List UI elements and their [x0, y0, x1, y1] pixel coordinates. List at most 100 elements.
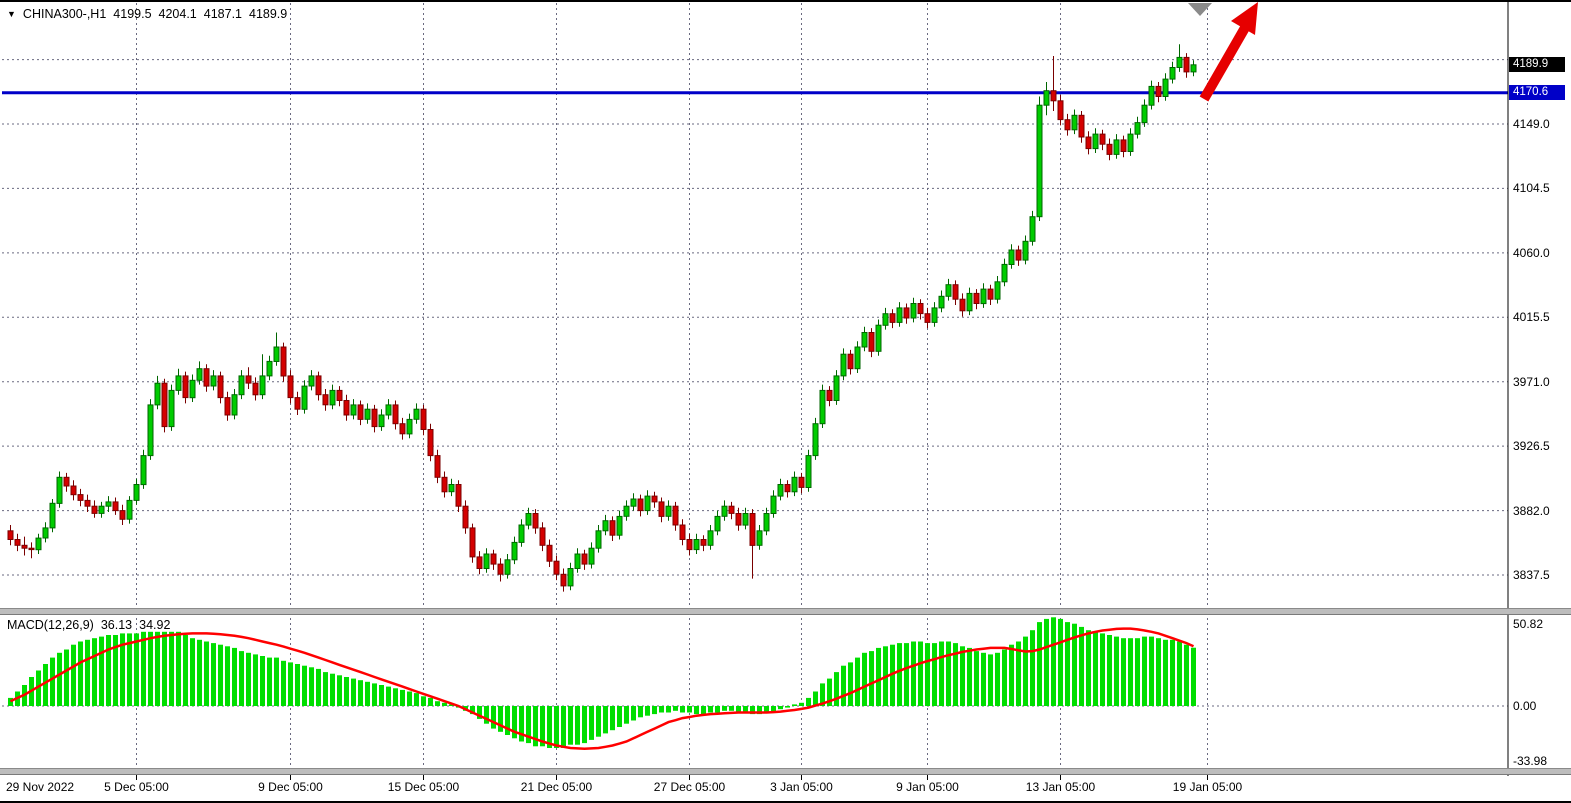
- symbol-name: CHINA300-,H1: [22, 7, 107, 21]
- macd-histogram-bar: [932, 643, 937, 706]
- macd-histogram-bar: [701, 706, 706, 715]
- candle: [1148, 80, 1155, 110]
- price-axis-label: 4104.5: [1513, 181, 1550, 196]
- candle: [966, 287, 973, 316]
- candle: [119, 504, 126, 525]
- macd-signal-line: [9, 627, 1195, 751]
- macd-histogram-bar: [155, 631, 160, 706]
- macd-histogram-bar: [498, 706, 503, 732]
- macd-histogram-bar: [1156, 638, 1161, 706]
- candle: [714, 510, 721, 536]
- macd-histogram-bar: [1100, 633, 1105, 706]
- macd-histogram-bar: [1044, 618, 1049, 706]
- candle: [707, 525, 714, 550]
- candle: [441, 471, 448, 498]
- macd-histogram-bar: [344, 677, 349, 706]
- macd-histogram-bar: [190, 638, 195, 706]
- macd-histogram-bar: [659, 706, 664, 713]
- candle: [105, 496, 112, 512]
- candle: [210, 370, 217, 391]
- price-axis-label: 3926.5: [1513, 439, 1550, 454]
- macd-histogram-bar: [841, 665, 846, 706]
- macd-histogram-bar: [582, 706, 587, 744]
- macd-histogram-bar: [1184, 644, 1189, 706]
- candle: [784, 480, 791, 498]
- candle: [567, 562, 574, 591]
- macd-histogram-bar: [575, 706, 580, 745]
- time-axis-label: 21 Dec 05:00: [520, 780, 593, 794]
- candle: [658, 497, 665, 523]
- macd-histogram-bar: [337, 675, 342, 706]
- macd-histogram-bar: [232, 647, 237, 706]
- candle: [945, 278, 952, 301]
- candle: [1162, 73, 1169, 101]
- candle: [378, 409, 385, 431]
- macd-histogram-bar: [1163, 639, 1168, 706]
- macd-histogram-bar: [918, 641, 923, 706]
- candle: [735, 507, 742, 531]
- macd-histogram-bar: [393, 688, 398, 706]
- macd-histogram-bar: [610, 706, 615, 731]
- candle: [133, 478, 140, 505]
- candle: [693, 533, 700, 554]
- ohlc-high: 4204.1: [158, 7, 197, 21]
- candle: [1092, 128, 1099, 153]
- candle: [1078, 111, 1085, 143]
- trend-arrow[interactable]: [1199, 2, 1258, 102]
- candle: [329, 384, 336, 410]
- macd-histogram-bar: [512, 706, 517, 739]
- price-axis[interactable]: 4149.0 4104.5 4060.0 4015.5 3971.0 3926.5 3882…: [1510, 0, 1571, 775]
- candle: [315, 371, 322, 401]
- macd-histogram-bar: [1177, 641, 1182, 706]
- candle: [49, 499, 56, 533]
- macd-histogram-bar: [834, 672, 839, 706]
- macd-histogram-bar: [764, 706, 769, 713]
- candle: [1085, 131, 1092, 155]
- candle: [679, 519, 686, 546]
- candle: [539, 522, 546, 552]
- macd-histogram-bar: [624, 706, 629, 724]
- candle: [980, 283, 987, 308]
- macd-histogram-bar: [484, 706, 489, 724]
- macd-histogram-bar: [421, 696, 426, 706]
- macd-histogram-bar: [365, 681, 370, 706]
- symbol-dropdown-icon[interactable]: ▼: [7, 9, 16, 19]
- time-axis[interactable]: 29 Nov 2022 5 Dec 05:00 9 Dec 05:00 15 Dec …: [0, 778, 1571, 800]
- macd-signal-value: 34.92: [139, 618, 171, 632]
- candle: [833, 370, 840, 405]
- candle: [651, 491, 658, 508]
- macd-histogram-bar: [1121, 638, 1126, 706]
- macd-histogram-bar: [99, 636, 104, 706]
- macd-histogram-bar: [708, 706, 713, 713]
- current-price-tag: 4189.9: [1509, 57, 1565, 73]
- candle: [21, 536, 28, 556]
- macd-histogram-bar: [302, 665, 307, 706]
- macd-histogram-bar: [71, 644, 76, 706]
- candle: [994, 276, 1001, 304]
- candle: [973, 289, 980, 310]
- macd-histogram-bar: [491, 706, 496, 729]
- pane-separator[interactable]: [0, 768, 1571, 775]
- macd-histogram-bar: [113, 635, 118, 706]
- macd-histogram-bar: [876, 647, 881, 706]
- macd-histogram-bar: [561, 706, 566, 748]
- macd-histogram-bar: [1065, 622, 1070, 706]
- candle: [511, 536, 518, 565]
- macd-histogram-bar: [939, 641, 944, 706]
- pane-separator[interactable]: [0, 608, 1571, 615]
- candle: [938, 290, 945, 313]
- macd-histogram-bar: [540, 706, 545, 747]
- candle: [1134, 116, 1141, 139]
- object-anchor-marker[interactable]: [1188, 3, 1212, 16]
- candle: [1106, 138, 1113, 161]
- price-axis-label: 3971.0: [1513, 374, 1550, 389]
- macd-main-value: 36.13: [100, 618, 133, 632]
- candle: [1190, 60, 1197, 77]
- macd-histogram-bar: [554, 706, 559, 748]
- candle: [987, 284, 994, 305]
- candle: [420, 404, 427, 436]
- candle: [553, 555, 560, 581]
- macd-histogram-bar: [1016, 641, 1021, 706]
- macd-histogram-bar: [813, 691, 818, 706]
